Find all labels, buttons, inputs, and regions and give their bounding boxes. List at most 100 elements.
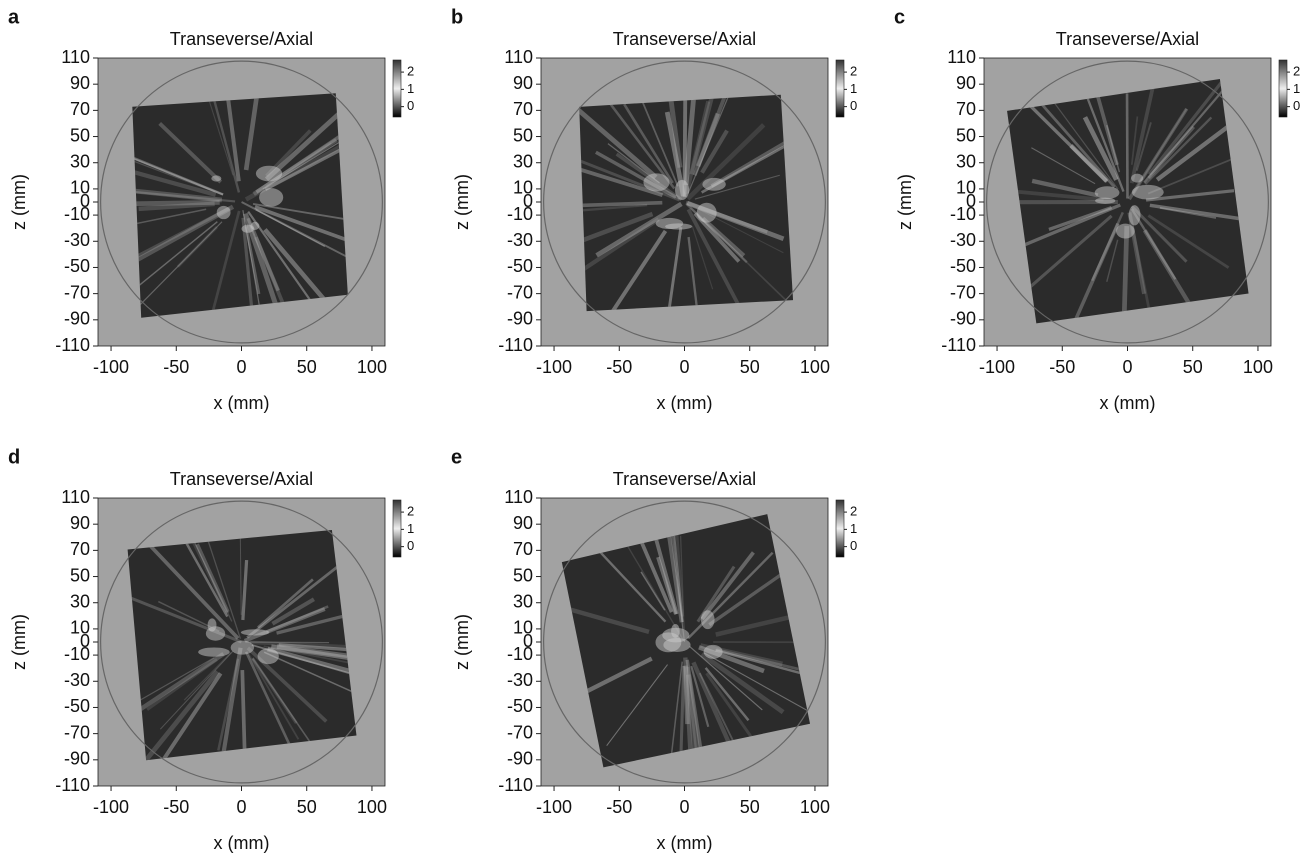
colorbar-tick-label: 2 (1293, 64, 1300, 79)
y-tick-label: 30 (70, 151, 90, 171)
y-tick-label: -90 (950, 309, 976, 329)
y-tick-label: 110 (61, 487, 90, 507)
colorbar (836, 60, 844, 117)
blob (1132, 185, 1164, 200)
colorbar-tick-label: 0 (850, 98, 857, 113)
blob (217, 206, 231, 219)
y-tick-label: 50 (513, 125, 533, 145)
y-tick-label: -30 (64, 230, 90, 250)
panel-letter: c (894, 6, 905, 28)
y-tick-label: -10 (507, 204, 533, 224)
y-tick-label: 50 (956, 125, 976, 145)
y-tick-label: -70 (507, 282, 533, 302)
x-tick-label: 50 (1183, 357, 1203, 377)
y-tick-label: 90 (513, 513, 533, 533)
y-tick-label: -70 (950, 282, 976, 302)
image (511, 460, 858, 821)
y-tick-label: -50 (64, 256, 90, 276)
blob (656, 218, 684, 229)
x-tick-label: 100 (800, 357, 830, 377)
colorbar (836, 500, 844, 557)
blob (675, 180, 689, 200)
y-tick-label: -70 (507, 722, 533, 742)
panel-title: Transeverse/Axial (613, 29, 756, 49)
y-tick-label: -90 (507, 309, 533, 329)
x-tick-label: 100 (800, 797, 830, 817)
panel: dTranseverse/Axial11090705030100-10-30-5… (8, 446, 415, 852)
blob (1116, 224, 1135, 239)
x-tick-label: -100 (536, 797, 572, 817)
x-tick-label: -50 (1049, 357, 1075, 377)
y-tick-label: 30 (70, 591, 90, 611)
x-tick-label: -100 (536, 357, 572, 377)
x-tick-label: -100 (93, 797, 129, 817)
blob (1095, 198, 1115, 204)
y-tick-label: -30 (507, 670, 533, 690)
panel-title: Transeverse/Axial (613, 469, 756, 489)
y-tick-label: 110 (504, 487, 533, 507)
y-tick-label: -30 (507, 230, 533, 250)
panel: aTranseverse/Axial11090705030100-10-30-5… (8, 6, 414, 412)
blob (231, 641, 254, 655)
y-tick-label: -50 (507, 256, 533, 276)
y-tick-label: 30 (513, 151, 533, 171)
colorbar-tick-label: 2 (407, 64, 414, 79)
x-tick-label: 50 (297, 357, 317, 377)
y-axis-label: z (mm) (895, 174, 915, 230)
y-tick-label: 90 (513, 73, 533, 93)
y-axis-label: z (mm) (452, 614, 472, 670)
colorbar-tick-label: 0 (407, 98, 414, 113)
x-tick-label: -50 (163, 357, 189, 377)
panel-title: Transeverse/Axial (170, 469, 313, 489)
y-tick-label: -110 (498, 775, 533, 795)
x-tick-label: 0 (236, 357, 246, 377)
blob (1131, 174, 1143, 183)
y-tick-label: -110 (55, 775, 90, 795)
y-tick-label: 30 (513, 591, 533, 611)
colorbar-tick-label: 0 (850, 538, 857, 553)
y-tick-label: -90 (507, 749, 533, 769)
y-tick-label: -30 (950, 230, 976, 250)
blob (241, 629, 270, 635)
panel: bTranseverse/Axial11090705030100-10-30-5… (451, 6, 857, 412)
x-axis-label: x (mm) (657, 833, 713, 853)
colorbar-tick-label: 0 (407, 538, 414, 553)
panel-title: Transeverse/Axial (170, 29, 313, 49)
y-tick-label: -10 (950, 204, 976, 224)
y-tick-label: 110 (504, 47, 533, 67)
y-tick-label: -110 (941, 335, 976, 355)
y-tick-label: 70 (956, 99, 976, 119)
blob (259, 188, 283, 206)
blob (1095, 186, 1120, 199)
x-tick-label: 0 (236, 797, 246, 817)
x-tick-label: 50 (740, 797, 760, 817)
colorbar-tick-label: 2 (850, 504, 857, 519)
image (82, 29, 390, 374)
y-tick-label: 90 (956, 73, 976, 93)
x-tick-label: 100 (357, 357, 387, 377)
x-tick-label: -100 (93, 357, 129, 377)
colorbar (393, 500, 401, 557)
colorbar-tick-label: 1 (850, 81, 857, 96)
blob (643, 173, 669, 191)
blob (241, 225, 254, 233)
y-tick-label: -10 (507, 644, 533, 664)
y-tick-label: 90 (70, 73, 90, 93)
panel: eTranseverse/Axial11090705030100-10-30-5… (451, 446, 858, 852)
panel-letter: d (8, 446, 20, 468)
blob (256, 166, 282, 182)
y-tick-label: 90 (70, 513, 90, 533)
x-tick-label: 0 (1122, 357, 1132, 377)
y-tick-label: -70 (64, 722, 90, 742)
x-axis-label: x (mm) (657, 393, 713, 413)
y-axis-label: z (mm) (452, 174, 472, 230)
colorbar-tick-label: 1 (407, 521, 414, 536)
x-tick-label: 50 (740, 357, 760, 377)
x-axis-label: x (mm) (214, 833, 270, 853)
x-axis-label: x (mm) (214, 393, 270, 413)
colorbar (393, 60, 401, 117)
blob (704, 645, 723, 659)
colorbar-tick-label: 0 (1293, 98, 1300, 113)
panel: cTranseverse/Axial11090705030100-10-30-5… (894, 6, 1300, 412)
